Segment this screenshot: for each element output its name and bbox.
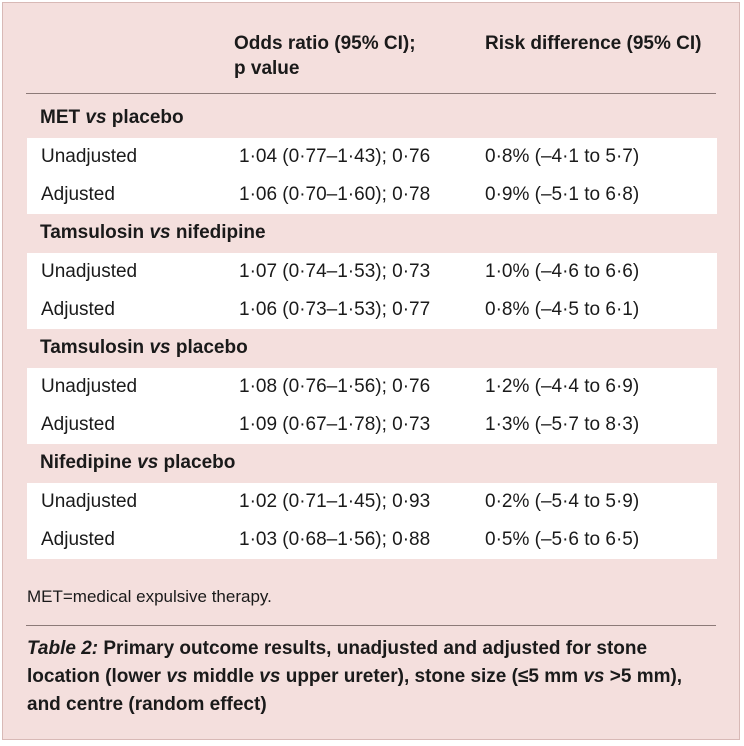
section-title-vs: vs bbox=[137, 452, 159, 473]
section-title-part: Tamsulosin bbox=[40, 337, 150, 358]
table-row: Unadjusted 1·07 (0·74–1·53); 0·73 1·0% (… bbox=[27, 253, 717, 291]
risk-difference-cell: 1·3% (–5·7 to 8·3) bbox=[485, 414, 640, 435]
section-title: Tamsulosin vs nifedipine bbox=[40, 220, 266, 246]
caption-text: middle bbox=[187, 666, 260, 687]
table-row: Adjusted 1·09 (0·67–1·78); 0·73 1·3% (–5… bbox=[27, 406, 717, 444]
caption-vs: vs bbox=[259, 666, 281, 687]
section-title-part: MET bbox=[40, 107, 86, 128]
section-title-vs: vs bbox=[149, 222, 171, 243]
row-label: Unadjusted bbox=[41, 491, 138, 512]
table-row: Adjusted 1·06 (0·73–1·53); 0·77 0·8% (–4… bbox=[27, 291, 717, 329]
odds-ratio-cell: 1·06 (0·70–1·60); 0·78 bbox=[239, 184, 431, 205]
header-risk-difference: Risk difference (95% CI) bbox=[485, 33, 702, 54]
odds-ratio-cell: 1·09 (0·67–1·78); 0·73 bbox=[239, 414, 431, 435]
section-title: MET vs placebo bbox=[40, 105, 184, 131]
row-label: Adjusted bbox=[41, 529, 115, 550]
odds-ratio-cell: 1·02 (0·71–1·45); 0·93 bbox=[239, 491, 431, 512]
row-label: Adjusted bbox=[41, 299, 115, 320]
section-title: Nifedipine vs placebo bbox=[40, 450, 235, 476]
table-row: Unadjusted 1·08 (0·76–1·56); 0·76 1·2% (… bbox=[27, 368, 717, 406]
table-caption: Table 2: Primary outcome results, unadju… bbox=[27, 635, 717, 719]
row-label: Unadjusted bbox=[41, 261, 138, 282]
row-label: Adjusted bbox=[41, 414, 115, 435]
risk-difference-cell: 0·5% (–5·6 to 6·5) bbox=[485, 529, 640, 550]
odds-ratio-cell: 1·08 (0·76–1·56); 0·76 bbox=[239, 376, 431, 397]
odds-ratio-cell: 1·03 (0·68–1·56); 0·88 bbox=[239, 529, 431, 550]
caption-vs: vs bbox=[583, 666, 605, 687]
header-rule bbox=[26, 93, 716, 94]
table-row: Unadjusted 1·02 (0·71–1·45); 0·93 0·2% (… bbox=[27, 483, 717, 521]
risk-difference-cell: 0·2% (–5·4 to 5·9) bbox=[485, 491, 640, 512]
section-title-part: placebo bbox=[106, 107, 184, 128]
table-footnote: MET=medical expulsive therapy. bbox=[27, 587, 272, 606]
odds-ratio-cell: 1·04 (0·77–1·43); 0·76 bbox=[239, 146, 431, 167]
section-title: Tamsulosin vs placebo bbox=[40, 335, 248, 361]
section-rows: Unadjusted 1·07 (0·74–1·53); 0·73 1·0% (… bbox=[27, 253, 717, 329]
row-label: Unadjusted bbox=[41, 376, 138, 397]
section-title-part: placebo bbox=[170, 337, 248, 358]
table-row: Adjusted 1·06 (0·70–1·60); 0·78 0·9% (–5… bbox=[27, 176, 717, 214]
caption-rule bbox=[26, 625, 716, 626]
risk-difference-cell: 0·9% (–5·1 to 6·8) bbox=[485, 184, 640, 205]
header-odds-ratio-line1: Odds ratio (95% CI); bbox=[234, 33, 416, 54]
caption-text: Primary outcome results, unadjusted and … bbox=[27, 638, 648, 687]
caption-text: >5 mm), and centre (random effect) bbox=[27, 666, 683, 715]
caption-label: Table 2: bbox=[27, 638, 99, 659]
section-rows: Unadjusted 1·04 (0·77–1·43); 0·76 0·8% (… bbox=[27, 138, 717, 214]
odds-ratio-cell: 1·06 (0·73–1·53); 0·77 bbox=[239, 299, 431, 320]
header-odds-ratio: Odds ratio (95% CI); p value bbox=[234, 31, 416, 81]
section-title-part: Tamsulosin bbox=[40, 222, 150, 243]
section-rows: Unadjusted 1·08 (0·76–1·56); 0·76 1·2% (… bbox=[27, 368, 717, 444]
risk-difference-cell: 1·2% (–4·4 to 6·9) bbox=[485, 376, 640, 397]
section-title-vs: vs bbox=[85, 107, 107, 128]
row-label: Unadjusted bbox=[41, 146, 138, 167]
table-row: Unadjusted 1·04 (0·77–1·43); 0·76 0·8% (… bbox=[27, 138, 717, 176]
risk-difference-cell: 0·8% (–4·1 to 5·7) bbox=[485, 146, 640, 167]
risk-difference-cell: 0·8% (–4·5 to 6·1) bbox=[485, 299, 640, 320]
caption-text: upper ureter), stone size (≤5 mm bbox=[280, 666, 584, 687]
odds-ratio-cell: 1·07 (0·74–1·53); 0·73 bbox=[239, 261, 431, 282]
section-title-part: placebo bbox=[158, 452, 236, 473]
caption-vs: vs bbox=[166, 666, 188, 687]
section-title-vs: vs bbox=[149, 337, 171, 358]
table-header: Odds ratio (95% CI); p value Risk differ… bbox=[3, 3, 739, 93]
section-rows: Unadjusted 1·02 (0·71–1·45); 0·93 0·2% (… bbox=[27, 483, 717, 559]
section-title-part: Nifedipine bbox=[40, 452, 138, 473]
header-odds-ratio-line2: p value bbox=[234, 58, 300, 79]
risk-difference-cell: 1·0% (–4·6 to 6·6) bbox=[485, 261, 640, 282]
row-label: Adjusted bbox=[41, 184, 115, 205]
section-title-part: nifedipine bbox=[170, 222, 266, 243]
table-row: Adjusted 1·03 (0·68–1·56); 0·88 0·5% (–5… bbox=[27, 521, 717, 559]
